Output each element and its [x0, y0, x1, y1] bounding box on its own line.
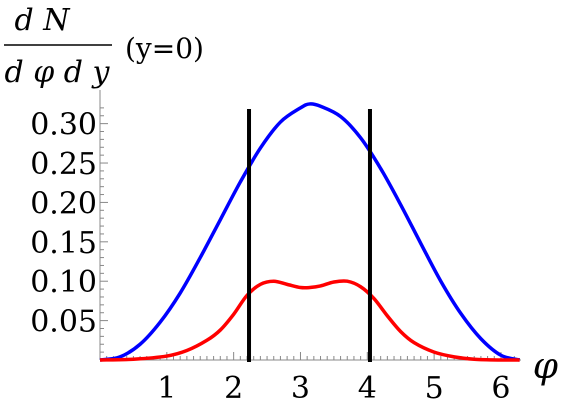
y-tick-label: 0.20: [30, 186, 97, 221]
x-tick-label: 5: [425, 371, 444, 406]
x-tick-label: 4: [358, 371, 377, 406]
x-tick-label: 3: [291, 371, 310, 406]
x-axis-label: φ: [533, 346, 559, 387]
x-tick-label: 1: [157, 371, 176, 406]
plot-area: 1 2 3 4 5 6 0.05 0.10 0.15 0.20 0.25 0.30: [30, 90, 521, 406]
y-tick-label: 0.05: [30, 305, 97, 340]
y-axis-label-note: (y=0): [125, 32, 204, 65]
y-axis-label: d N d φ d y (y=0): [4, 3, 204, 90]
y-tick-label: 0.10: [30, 265, 97, 300]
y-axis-label-denominator: d φ d y: [5, 55, 111, 90]
y-tick-label: 0.30: [30, 108, 97, 143]
y-tick-label: 0.25: [30, 147, 97, 182]
y-axis-label-numerator: d N: [15, 3, 72, 38]
series-line-red: [99, 279, 520, 362]
series-line-blue: [99, 102, 521, 362]
x-tick-label: 2: [224, 371, 243, 406]
x-tick-label: 6: [491, 371, 510, 406]
y-tick-label: 0.15: [30, 226, 97, 261]
